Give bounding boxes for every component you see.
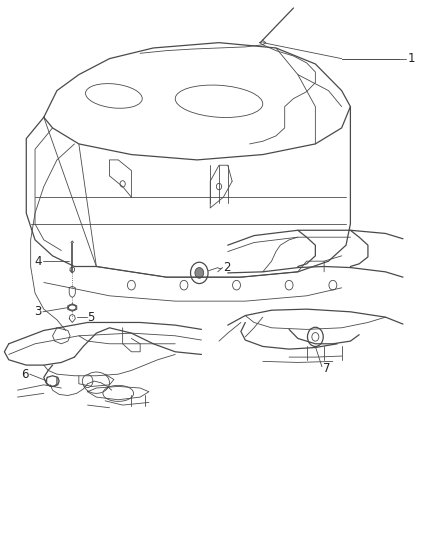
- Ellipse shape: [191, 262, 208, 284]
- Circle shape: [312, 333, 319, 341]
- Ellipse shape: [68, 305, 76, 310]
- Text: 1: 1: [407, 52, 415, 65]
- Text: 3: 3: [34, 305, 42, 318]
- Text: 5: 5: [88, 311, 95, 324]
- Text: 2: 2: [223, 261, 231, 274]
- Text: 7: 7: [323, 362, 331, 375]
- Text: 4: 4: [34, 255, 42, 268]
- Text: 6: 6: [21, 368, 28, 381]
- Circle shape: [82, 375, 93, 387]
- Circle shape: [307, 327, 323, 346]
- Ellipse shape: [195, 268, 204, 278]
